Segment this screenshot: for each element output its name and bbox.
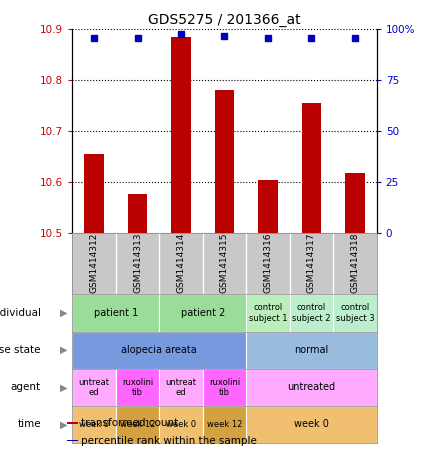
Text: control
subject 1: control subject 1 [249, 304, 287, 323]
FancyBboxPatch shape [72, 369, 116, 406]
Text: ▶: ▶ [60, 382, 67, 392]
Text: ▶: ▶ [60, 345, 67, 355]
Bar [215, 90, 234, 233]
Text: GSM1414312: GSM1414312 [89, 232, 99, 293]
Text: untreat
ed: untreat ed [166, 378, 197, 397]
Bar [67, 440, 78, 441]
Text: percentile rank within the sample: percentile rank within the sample [81, 436, 257, 446]
Title: GDS5275 / 201366_at: GDS5275 / 201366_at [148, 13, 301, 27]
Text: week 0: week 0 [294, 419, 329, 429]
Text: GSM1414315: GSM1414315 [220, 232, 229, 293]
Text: alopecia areata: alopecia areata [121, 345, 197, 355]
Text: week 0: week 0 [166, 420, 196, 429]
Text: ruxolini
tib: ruxolini tib [209, 378, 240, 397]
FancyBboxPatch shape [72, 406, 116, 443]
FancyBboxPatch shape [246, 406, 377, 443]
Bar [171, 37, 191, 233]
Text: ruxolini
tib: ruxolini tib [122, 378, 153, 397]
FancyBboxPatch shape [116, 369, 159, 406]
FancyBboxPatch shape [203, 369, 246, 406]
FancyBboxPatch shape [159, 406, 203, 443]
Text: week 12: week 12 [207, 420, 242, 429]
Text: GSM1414313: GSM1414313 [133, 232, 142, 293]
Bar [345, 173, 365, 233]
Text: GSM1414316: GSM1414316 [264, 232, 272, 293]
Text: disease state: disease state [0, 345, 41, 355]
Text: transformed count: transformed count [81, 418, 178, 428]
Text: patient 2: patient 2 [180, 308, 225, 318]
Text: GSM1414314: GSM1414314 [177, 232, 185, 293]
Text: control
subject 2: control subject 2 [292, 304, 331, 323]
Bar [67, 422, 78, 424]
FancyBboxPatch shape [246, 332, 377, 369]
Text: untreated: untreated [287, 382, 336, 392]
FancyBboxPatch shape [72, 332, 246, 369]
Bar [258, 180, 278, 233]
Text: control
subject 3: control subject 3 [336, 304, 374, 323]
FancyBboxPatch shape [290, 294, 333, 332]
Text: agent: agent [11, 382, 41, 392]
FancyBboxPatch shape [203, 406, 246, 443]
Text: normal: normal [294, 345, 328, 355]
Text: untreat
ed: untreat ed [78, 378, 110, 397]
Bar [128, 193, 147, 233]
Text: individual: individual [0, 308, 41, 318]
Text: ▶: ▶ [60, 308, 67, 318]
Bar [84, 154, 104, 233]
FancyBboxPatch shape [246, 369, 377, 406]
FancyBboxPatch shape [246, 294, 290, 332]
FancyBboxPatch shape [159, 369, 203, 406]
FancyBboxPatch shape [116, 406, 159, 443]
FancyBboxPatch shape [333, 294, 377, 332]
Text: patient 1: patient 1 [94, 308, 138, 318]
Text: ▶: ▶ [60, 419, 67, 429]
Text: week 12: week 12 [120, 420, 155, 429]
Bar [302, 103, 321, 233]
FancyBboxPatch shape [72, 294, 159, 332]
Text: week 0: week 0 [79, 420, 109, 429]
FancyBboxPatch shape [159, 294, 246, 332]
Text: GSM1414317: GSM1414317 [307, 232, 316, 293]
Text: time: time [18, 419, 41, 429]
Text: GSM1414318: GSM1414318 [350, 232, 360, 293]
